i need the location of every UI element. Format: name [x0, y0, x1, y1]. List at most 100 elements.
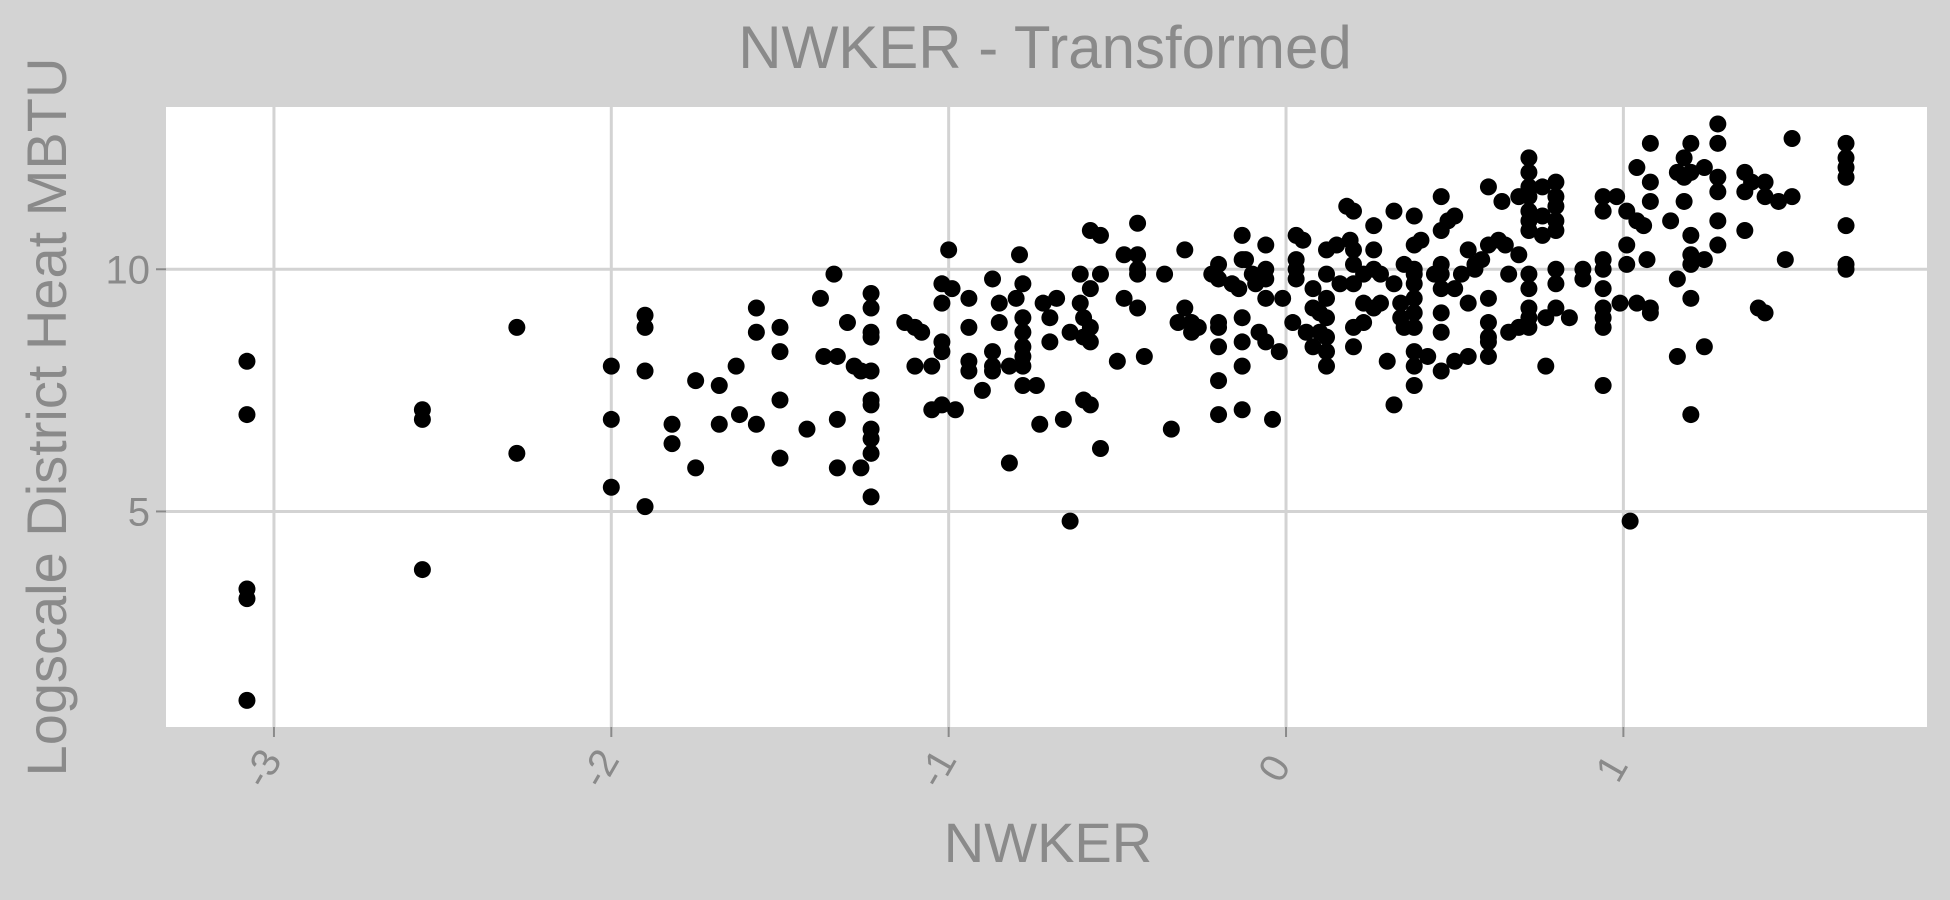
data-point — [1007, 289, 1025, 307]
data-point — [1500, 265, 1518, 283]
data-point — [1638, 251, 1656, 269]
data-point — [1294, 231, 1312, 249]
data-point — [1618, 255, 1636, 273]
data-point — [1547, 260, 1565, 278]
data-point — [1479, 314, 1497, 332]
data-point — [1318, 343, 1336, 361]
data-point — [1628, 159, 1646, 177]
data-point — [984, 270, 1002, 288]
data-point — [1621, 512, 1639, 530]
data-point — [1014, 357, 1032, 375]
data-point — [1129, 299, 1147, 317]
y-tick-labels: 5 10 — [106, 248, 151, 534]
data-point — [1129, 214, 1147, 232]
data-point — [1837, 260, 1855, 278]
data-point — [1459, 294, 1477, 312]
data-point — [1675, 149, 1693, 167]
data-point — [990, 294, 1008, 312]
data-point — [413, 410, 431, 428]
data-point — [1371, 294, 1389, 312]
data-point — [1189, 318, 1207, 336]
data-point — [798, 420, 816, 438]
data-point — [862, 430, 880, 448]
data-point — [1682, 163, 1700, 181]
data-point — [1071, 265, 1089, 283]
data-point — [1641, 134, 1659, 152]
data-point — [1560, 309, 1578, 327]
data-point — [636, 498, 654, 516]
data-point — [1274, 289, 1292, 307]
data-point — [1233, 401, 1251, 419]
data-point — [1041, 309, 1059, 327]
data-point — [1783, 129, 1801, 147]
data-point — [508, 444, 526, 462]
data-point — [1432, 362, 1450, 380]
data-point — [960, 289, 978, 307]
y-tick-label: 10 — [106, 248, 151, 292]
data-point — [663, 435, 681, 453]
data-point — [815, 347, 833, 365]
data-point — [1176, 241, 1194, 259]
data-point — [1014, 275, 1032, 293]
data-point — [1432, 323, 1450, 341]
data-point — [1210, 270, 1228, 288]
data-point — [508, 318, 526, 336]
data-point — [1270, 343, 1288, 361]
data-point — [1129, 246, 1147, 264]
data-point — [413, 561, 431, 579]
data-point — [747, 415, 765, 433]
data-point — [1547, 197, 1565, 215]
data-point — [1756, 304, 1774, 322]
data-point — [1365, 241, 1383, 259]
data-point — [1479, 178, 1497, 196]
data-point — [1695, 251, 1713, 269]
data-point — [1611, 294, 1629, 312]
data-point — [1169, 314, 1187, 332]
data-point — [1041, 333, 1059, 351]
data-point — [1318, 328, 1336, 346]
data-point — [1496, 236, 1514, 254]
data-point — [960, 362, 978, 380]
data-point — [1156, 265, 1174, 283]
data-point — [1115, 246, 1133, 264]
data-point — [1014, 323, 1032, 341]
data-point — [1736, 222, 1754, 240]
y-axis-title: Logscale District Heat MBTU — [15, 58, 78, 777]
data-point — [1618, 236, 1636, 254]
data-point — [1027, 377, 1045, 395]
data-point — [1594, 318, 1612, 336]
data-point — [1257, 333, 1275, 351]
data-point — [906, 357, 924, 375]
data-point — [1479, 333, 1497, 351]
data-point — [1837, 134, 1855, 152]
data-point — [1034, 294, 1052, 312]
data-point — [1473, 251, 1491, 269]
data-point — [771, 449, 789, 467]
data-point — [1405, 357, 1423, 375]
data-point — [636, 318, 654, 336]
data-point — [1108, 352, 1126, 370]
data-point — [747, 299, 765, 317]
data-point — [1695, 159, 1713, 177]
data-point — [1756, 173, 1774, 191]
data-point — [1520, 188, 1538, 206]
data-point — [1233, 333, 1251, 351]
data-point — [933, 343, 951, 361]
data-point — [1533, 226, 1551, 244]
data-point — [1385, 396, 1403, 414]
data-point — [771, 343, 789, 361]
data-point — [1385, 202, 1403, 220]
data-point — [1776, 251, 1794, 269]
data-point — [933, 294, 951, 312]
data-point — [1520, 318, 1538, 336]
data-point — [1365, 217, 1383, 235]
data-point — [1355, 314, 1373, 332]
data-point — [1081, 318, 1099, 336]
data-point — [1709, 236, 1727, 254]
data-point — [1709, 134, 1727, 152]
data-point — [825, 265, 843, 283]
data-point — [838, 314, 856, 332]
data-point — [1162, 420, 1180, 438]
data-point — [1594, 188, 1612, 206]
x-axis-title: NWKER — [944, 811, 1152, 874]
